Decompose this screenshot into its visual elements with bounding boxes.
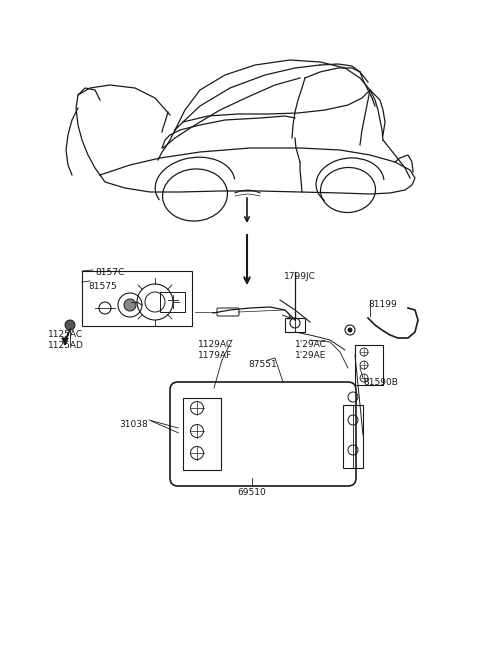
Bar [285,318,305,332]
Text: 81590B: 81590B [363,378,398,387]
Text: 31038: 31038 [119,420,148,429]
Circle shape [348,327,352,332]
Text: 1179AF: 1179AF [198,351,232,360]
Bar [343,405,363,468]
Bar [183,398,221,470]
Text: 1799JC: 1799JC [284,272,316,281]
Text: 8157C: 8157C [95,268,124,277]
Text: 1'29AE: 1'29AE [295,351,326,360]
Circle shape [124,299,136,311]
Text: 1125AC: 1125AC [48,330,83,339]
FancyBboxPatch shape [217,308,239,316]
Polygon shape [62,338,68,345]
Text: 1129AC: 1129AC [198,340,233,349]
Bar [82,271,192,326]
FancyBboxPatch shape [170,382,356,486]
Text: 81199: 81199 [368,300,397,309]
Circle shape [65,320,75,330]
Bar [355,345,383,385]
Text: 1'29AC: 1'29AC [295,340,327,349]
Text: 87551: 87551 [248,360,277,369]
Text: 1125AD: 1125AD [48,341,84,350]
Text: 69510: 69510 [238,488,266,497]
Bar [160,292,185,312]
Text: 81575: 81575 [88,282,117,291]
